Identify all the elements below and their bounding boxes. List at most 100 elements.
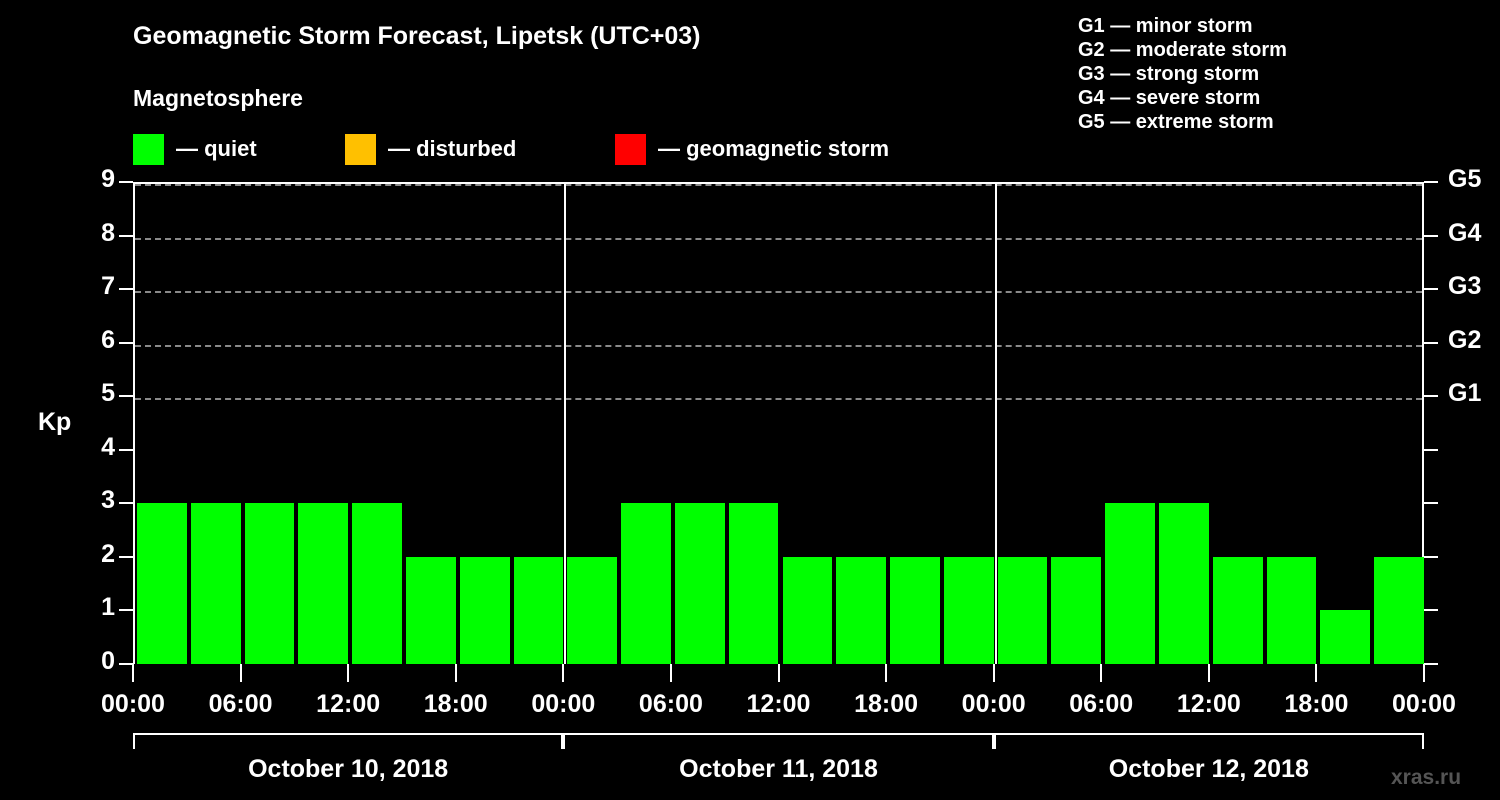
- bar-day2-00-03: [567, 556, 618, 664]
- x-tick-mark-10: [1207, 664, 1210, 682]
- date-label-3: October 12, 2018: [1108, 755, 1309, 783]
- bar-day3-09-12: [1159, 503, 1209, 664]
- x-tick-label-8: 00:00: [961, 690, 1026, 718]
- legend-swatch-quiet-icon: [133, 133, 164, 165]
- bar-day3-06-09: [1105, 503, 1156, 664]
- y-tick-label-6: 6: [101, 325, 115, 354]
- section-label-magnetosphere: Magnetosphere: [133, 85, 303, 111]
- bar-day3-12-15: [1212, 556, 1263, 664]
- g-legend-row-g3: G3 — strong storm: [1078, 63, 1260, 85]
- x-tick-label-11: 18:00: [1284, 690, 1349, 718]
- x-tick-label-2: 12:00: [316, 690, 381, 718]
- g-tick-mark-g2: [1424, 341, 1438, 344]
- g-tick-mark-g3: [1424, 288, 1438, 291]
- y-tick-label-2: 2: [101, 539, 115, 568]
- y-tick-label-3: 3: [101, 486, 115, 515]
- y-tick-mark-6: [119, 341, 133, 344]
- bar-day2-03-06: [621, 503, 671, 664]
- date-label-1: October 10, 2018: [248, 755, 449, 783]
- bar-day3-18-21: [1320, 610, 1371, 664]
- g-axis-minor-tick-2: [1424, 555, 1438, 558]
- x-tick-mark-4: [562, 664, 565, 682]
- y-tick-label-9: 9: [101, 165, 115, 193]
- x-tick-label-9: 06:00: [1069, 690, 1134, 718]
- bar-day1-09-12: [298, 503, 349, 664]
- plot-area: [133, 182, 1424, 664]
- legend-entry-disturbed: — disturbed: [345, 133, 516, 165]
- legend-entry-geomagnetic-storm: — geomagnetic storm: [615, 133, 889, 165]
- g-axis-minor-tick-4: [1424, 448, 1438, 451]
- plot-inner: [135, 184, 1424, 664]
- g-axis-minor-tick-3: [1424, 502, 1438, 505]
- y-tick-mark-0: [119, 663, 133, 665]
- gridline-kp-5: [135, 398, 1422, 401]
- x-tick-mark-7: [885, 664, 888, 682]
- gridline-kp-6: [135, 344, 1422, 347]
- x-tick-label-7: 18:00: [854, 690, 919, 718]
- bar-day2-12-15: [782, 556, 833, 664]
- g-tick-label-g1: G1: [1448, 379, 1482, 408]
- x-tick-label-4: 00:00: [531, 690, 596, 718]
- x-tick-mark-6: [777, 664, 780, 682]
- y-tick-label-1: 1: [101, 593, 115, 622]
- bar-day2-15-18: [836, 556, 887, 664]
- g-tick-label-g5: G5: [1448, 165, 1482, 193]
- x-tick-mark-5: [669, 664, 672, 682]
- page-title: Geomagnetic Storm Forecast, Lipetsk (UTC…: [133, 22, 701, 50]
- gridline-kp-8: [135, 237, 1422, 240]
- bar-day2-09-12: [728, 503, 779, 664]
- g-tick-label-g2: G2: [1448, 325, 1482, 354]
- x-tick-label-1: 06:00: [208, 690, 273, 718]
- y-tick-mark-3: [119, 502, 133, 505]
- gridline-kp-9: [135, 184, 1422, 186]
- x-tick-mark-12: [1423, 664, 1425, 682]
- g-legend-row-g5: G5 — extreme storm: [1078, 111, 1274, 133]
- day-divider-2: [994, 184, 997, 664]
- watermark: xras.ru: [1391, 766, 1462, 789]
- gridline-kp-7: [135, 291, 1422, 294]
- y-axis-label: Kp: [38, 408, 72, 436]
- y-tick-mark-8: [119, 234, 133, 237]
- bar-day1-15-18: [405, 556, 456, 664]
- bar-day1-18-21: [459, 556, 510, 664]
- bar-day1-21-24: [513, 556, 564, 664]
- date-label-2: October 11, 2018: [679, 755, 878, 783]
- legend-swatch-disturbed-icon: [345, 133, 376, 165]
- legend-swatch-geomagnetic-storm-icon: [615, 133, 646, 165]
- legend-label-geomagnetic-storm: — geomagnetic storm: [658, 136, 890, 161]
- date-bracket-3: [993, 733, 1424, 749]
- x-tick-mark-3: [454, 664, 457, 682]
- day-divider-1: [564, 184, 567, 664]
- x-tick-mark-11: [1315, 664, 1318, 682]
- y-tick-label-7: 7: [101, 272, 115, 301]
- g-tick-label-g3: G3: [1448, 272, 1482, 301]
- g-legend-row-g2: G2 — moderate storm: [1078, 39, 1287, 61]
- g-tick-mark-g4: [1424, 234, 1438, 237]
- y-tick-label-4: 4: [101, 432, 115, 461]
- x-tick-mark-2: [347, 664, 350, 682]
- y-tick-mark-2: [119, 555, 133, 558]
- x-tick-label-5: 06:00: [638, 690, 703, 718]
- g-tick-mark-g1: [1424, 395, 1438, 398]
- bar-day3-15-18: [1266, 556, 1317, 664]
- legend-label-disturbed: — disturbed: [388, 136, 517, 161]
- y-tick-label-0: 0: [101, 647, 115, 675]
- bar-day2-06-09: [674, 503, 725, 664]
- x-tick-mark-9: [1100, 664, 1103, 682]
- g-legend-row-g1: G1 — minor storm: [1078, 15, 1253, 37]
- bar-day3-21-24: [1374, 556, 1424, 664]
- date-bracket-2: [563, 733, 994, 749]
- x-tick-mark-0: [132, 664, 134, 682]
- date-bracket-1: [133, 733, 564, 749]
- g-axis-minor-tick-0: [1424, 663, 1438, 665]
- bar-day3-00-03: [997, 556, 1048, 664]
- x-tick-label-12: 00:00: [1392, 690, 1456, 718]
- bar-day3-03-06: [1051, 556, 1102, 664]
- bar-day1-03-06: [190, 503, 241, 664]
- bar-day1-06-09: [244, 503, 295, 664]
- y-tick-mark-7: [119, 288, 133, 291]
- x-tick-label-10: 12:00: [1176, 690, 1241, 718]
- g-tick-mark-g5: [1424, 181, 1438, 183]
- x-tick-mark-8: [992, 664, 995, 682]
- y-tick-label-5: 5: [101, 379, 115, 408]
